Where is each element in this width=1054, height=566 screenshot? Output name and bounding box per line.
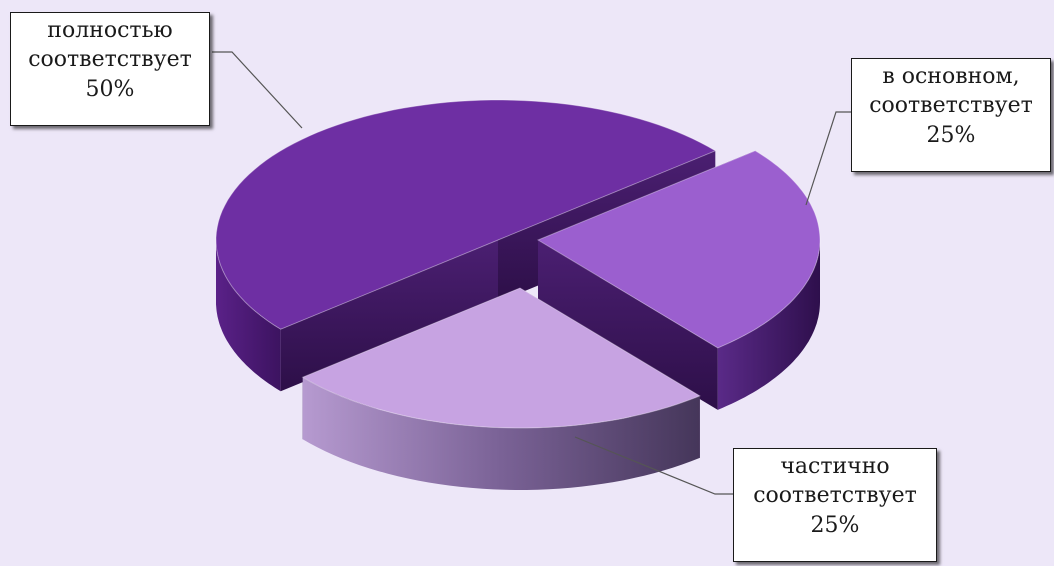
data-label-partially-compliant-line-1: частично (780, 454, 890, 479)
pie-slice-partially-compliant-side (302, 377, 700, 490)
data-label-mostly-compliant-line-2: соответствует (869, 93, 1033, 119)
leader-line-partially-compliant (574, 436, 733, 495)
pie-slice-partially-compliant (301, 287, 701, 490)
data-label-partially-compliant-line-2: соответствует (753, 483, 917, 509)
pie-slice-full-compliance-wall-1 (280, 240, 498, 392)
leader-line-mostly-compliant (805, 111, 851, 206)
data-label-partially-compliant-value: 25% (810, 512, 860, 538)
data-label-mostly-compliant: в основном, соответствует 25% (851, 58, 1051, 172)
pie-slice-full-compliance-side (216, 240, 281, 392)
data-label-full-compliance: полностью соответствует 50% (10, 12, 210, 126)
pie-slice-mostly-compliant (536, 150, 821, 410)
data-label-full-compliance-line-2: соответствует (28, 47, 192, 73)
data-label-mostly-compliant-value: 25% (926, 122, 976, 148)
data-label-full-compliance-line-1: полностью (47, 18, 173, 43)
pie-slice-partially-compliant-top (301, 287, 701, 429)
pie-slice-mostly-compliant-wall-2 (538, 240, 718, 410)
data-label-full-compliance-value: 50% (85, 76, 135, 102)
pie-slice-full-compliance-top (215, 99, 717, 330)
leader-line-full-compliance (212, 51, 303, 129)
data-label-partially-compliant: частично соответствует 25% (733, 448, 937, 562)
pie-slice-mostly-compliant-side (717, 240, 820, 410)
data-label-mostly-compliant-line-1: в основном, (882, 64, 1020, 89)
pie-slice-mostly-compliant-top (536, 150, 821, 349)
